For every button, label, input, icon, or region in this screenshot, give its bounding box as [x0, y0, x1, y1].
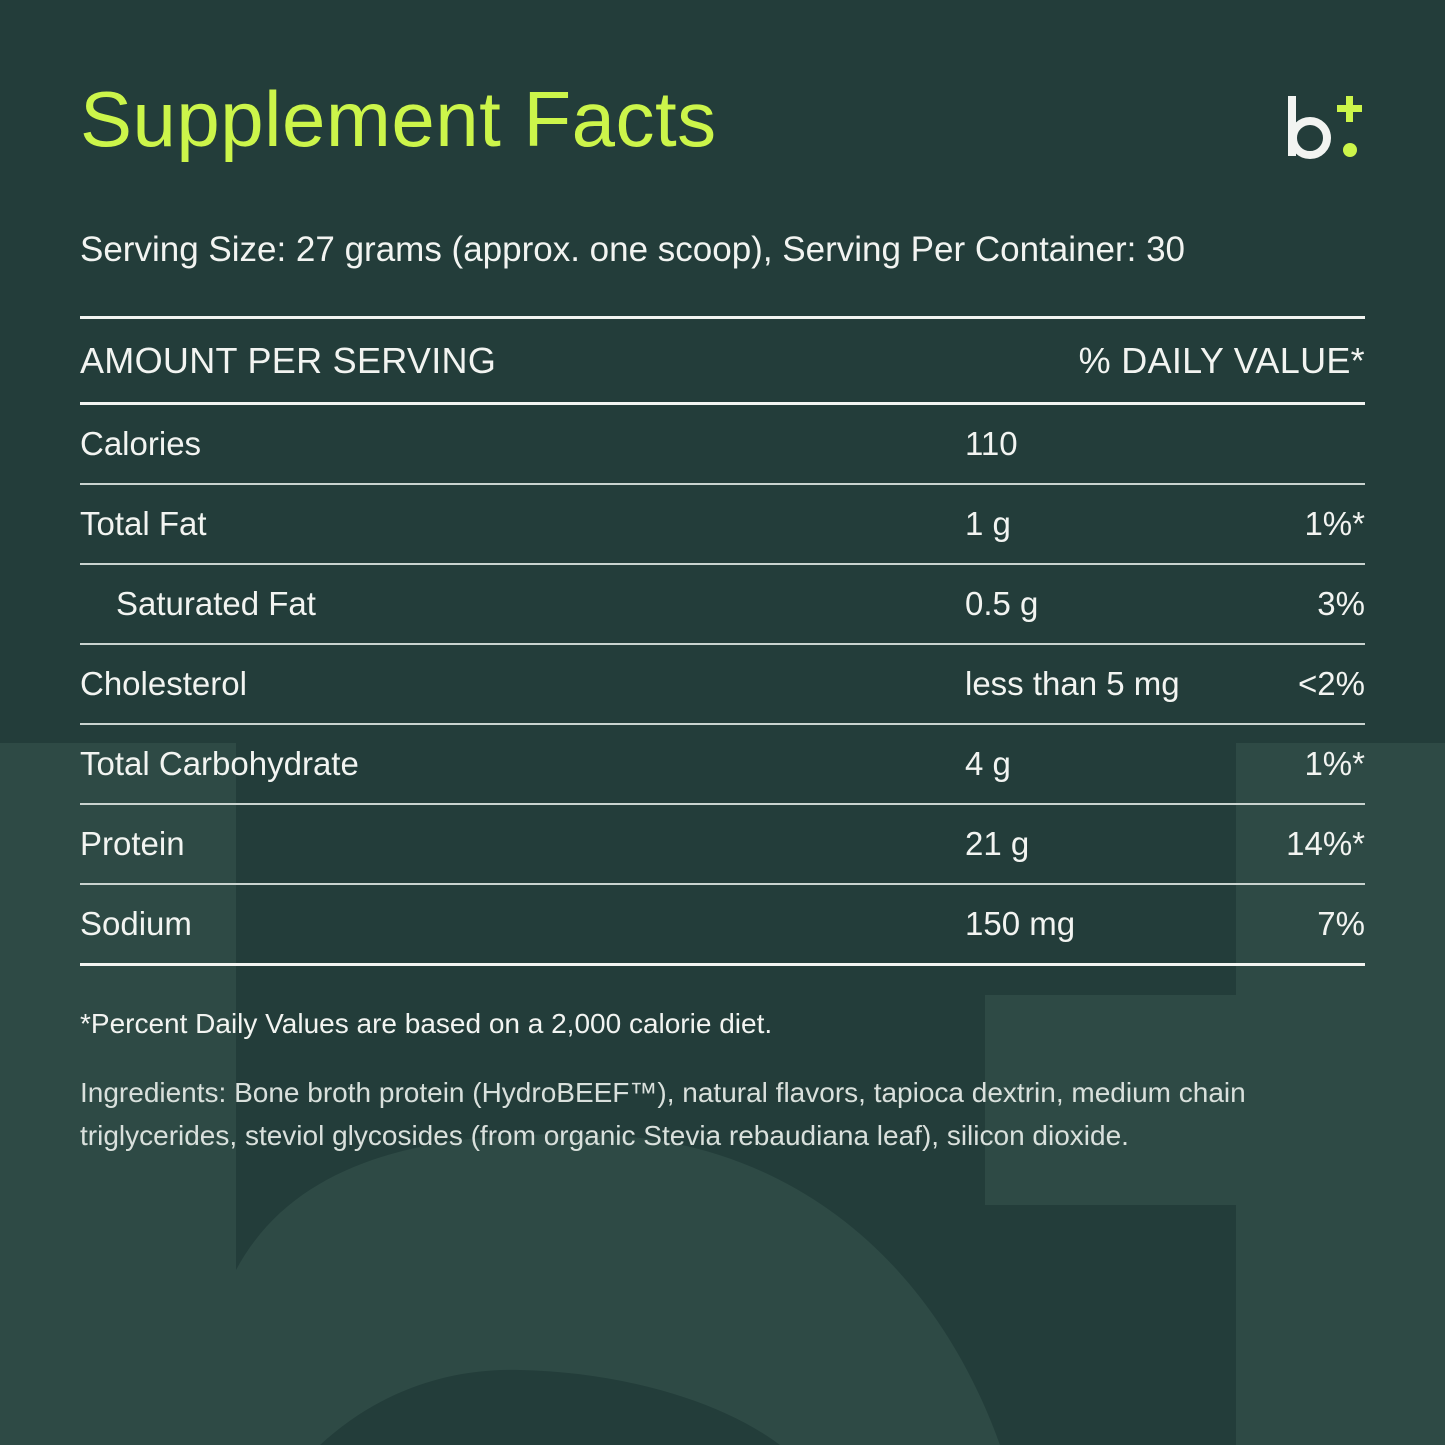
watermark-stem [0, 743, 236, 1445]
nutrient-daily-value: 3% [1317, 585, 1365, 622]
brand-logo-icon [1288, 96, 1362, 159]
watermark-plus-arm [985, 995, 1236, 1205]
nutrient-daily-value: 7% [1317, 905, 1365, 942]
nutrient-name: Sodium [80, 905, 192, 942]
nutrient-daily-value: 1%* [1304, 505, 1365, 542]
serving-info: Serving Size: 27 grams (approx. one scoo… [80, 230, 1186, 269]
table-row-saturated-fat: Saturated Fat 0.5 g 3% [80, 565, 1365, 643]
divider [80, 316, 1365, 319]
table-header: AMOUNT PER SERVING % DAILY VALUE* [80, 319, 1365, 402]
nutrient-amount: 1 g [965, 505, 1011, 542]
table-row-protein: Protein 21 g 14%* [80, 805, 1365, 883]
nutrient-name: Protein [80, 825, 185, 862]
nutrient-amount: 110 [965, 425, 1018, 462]
watermark-right-block [1236, 743, 1445, 1445]
nutrient-name: Saturated Fat [116, 585, 316, 622]
divider [80, 643, 1365, 645]
daily-value-footnote: *Percent Daily Values are based on a 2,0… [80, 1008, 773, 1039]
column-header-amount: AMOUNT PER SERVING [80, 339, 497, 381]
page-title: Supplement Facts [80, 75, 717, 163]
nutrient-daily-value: 1%* [1304, 745, 1365, 782]
supplement-facts-table: AMOUNT PER SERVING % DAILY VALUE* Calori… [80, 316, 1365, 966]
ingredients-list: Ingredients: Bone broth protein (HydroBE… [80, 1077, 1246, 1151]
nutrient-amount: 0.5 g [965, 585, 1039, 622]
table-row-total-fat: Total Fat 1 g 1%* [80, 485, 1365, 563]
table-row-sodium: Sodium 150 mg 7% [80, 885, 1365, 963]
nutrient-name: Cholesterol [80, 665, 247, 702]
nutrient-daily-value: <2% [1298, 665, 1365, 702]
column-header-daily-value: % DAILY VALUE* [1078, 339, 1365, 381]
divider [80, 402, 1365, 405]
nutrient-name: Total Fat [80, 505, 207, 542]
nutrient-daily-value: 14%* [1286, 825, 1365, 862]
nutrient-name: Total Carbohydrate [80, 745, 359, 782]
table-row-total-carbohydrate: Total Carbohydrate 4 g 1%* [80, 725, 1365, 803]
table-row-calories: Calories 110 [80, 405, 1365, 483]
divider [80, 803, 1365, 805]
divider [80, 483, 1365, 485]
divider [80, 563, 1365, 565]
nutrient-amount: 150 mg [965, 905, 1076, 942]
divider [80, 963, 1365, 966]
divider [80, 883, 1365, 885]
nutrient-amount: 4 g [965, 745, 1011, 782]
nutrient-name: Calories [80, 425, 202, 462]
nutrient-amount: 21 g [965, 825, 1030, 862]
divider [80, 723, 1365, 725]
table-row-cholesterol: Cholesterol less than 5 mg <2% [80, 645, 1365, 723]
nutrient-amount: less than 5 mg [965, 665, 1180, 702]
